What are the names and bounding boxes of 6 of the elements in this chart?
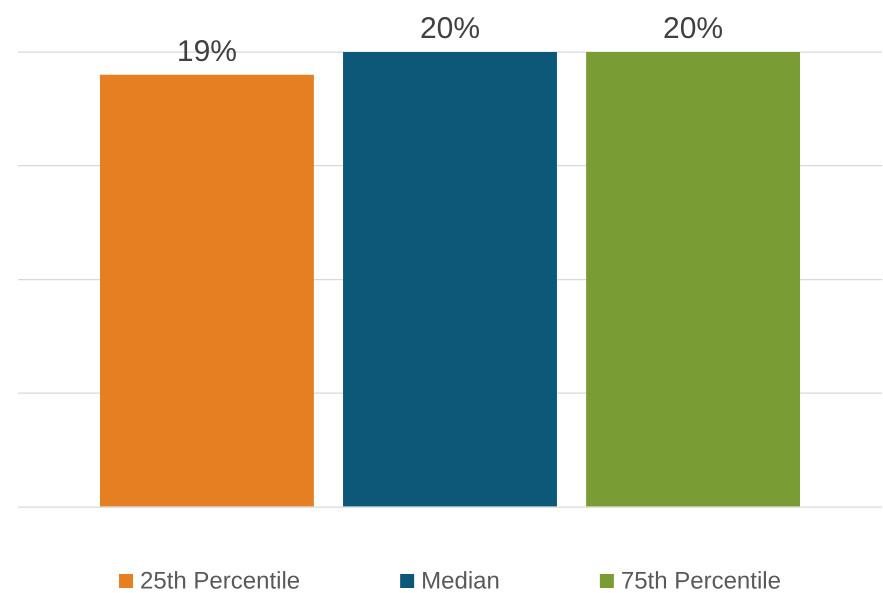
legend-label: 75th Percentile — [620, 568, 781, 593]
data-label: 20% — [420, 12, 480, 45]
data-label: 20% — [663, 12, 724, 45]
data-label: 19% — [176, 34, 237, 68]
legend-label: 25th Percentile — [140, 568, 300, 593]
legend-label: Median — [421, 568, 500, 593]
